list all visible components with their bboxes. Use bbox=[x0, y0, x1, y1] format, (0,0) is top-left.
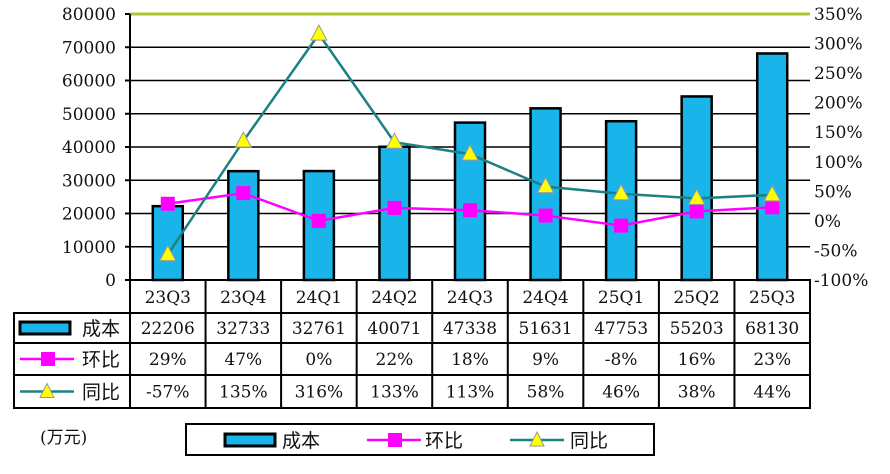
category-label: 25Q1 bbox=[598, 288, 644, 308]
table-key-bar-icon bbox=[18, 320, 72, 336]
table-series-label: 成本 bbox=[82, 318, 120, 340]
bar-25Q3 bbox=[755, 52, 789, 282]
category-label: 24Q1 bbox=[296, 288, 342, 308]
bar-23Q4 bbox=[227, 169, 260, 282]
left-tick-label: 10000 bbox=[62, 238, 116, 258]
category-label: 23Q3 bbox=[145, 288, 191, 308]
right-tick-label: 150% bbox=[814, 123, 863, 143]
marker-triangle bbox=[461, 144, 479, 161]
table-cell: 38% bbox=[678, 383, 716, 403]
bar-25Q1 bbox=[604, 119, 638, 282]
marker-triangle bbox=[158, 244, 177, 262]
table-cell: 44% bbox=[753, 383, 791, 403]
table-cell: 58% bbox=[527, 383, 565, 403]
marker-square bbox=[387, 200, 402, 215]
table-cell: -8% bbox=[605, 350, 638, 370]
table-cell: 18% bbox=[451, 350, 489, 370]
left-tick-label: 70000 bbox=[62, 38, 116, 58]
legend-label: 环比 bbox=[425, 430, 463, 452]
marker-square bbox=[689, 204, 704, 219]
marker-square bbox=[311, 213, 326, 228]
marker-square bbox=[160, 196, 175, 211]
legend-bar-icon bbox=[223, 432, 277, 448]
table-key-square-icon bbox=[41, 352, 55, 366]
right-tick-label: 250% bbox=[814, 64, 863, 84]
marker-square bbox=[538, 208, 553, 223]
table-cell: 47% bbox=[224, 350, 262, 370]
left-tick-label: 40000 bbox=[62, 138, 116, 158]
marker-triangle bbox=[687, 188, 706, 205]
marker-triangle bbox=[536, 176, 555, 194]
table-cell: 32733 bbox=[216, 319, 270, 339]
marker-triangle bbox=[763, 184, 782, 202]
table-cell: 68130 bbox=[745, 319, 799, 339]
table-cell: 29% bbox=[149, 350, 187, 370]
right-tick-label: 50% bbox=[814, 182, 852, 202]
table-cell: 47753 bbox=[594, 319, 648, 339]
table-cell: 22% bbox=[376, 350, 414, 370]
right-tick-label: 350% bbox=[814, 5, 863, 25]
legend-triangle-icon bbox=[529, 430, 545, 447]
left-tick-label: 80000 bbox=[62, 5, 116, 25]
right-tick-label: 100% bbox=[814, 153, 863, 173]
table-cell: 32761 bbox=[292, 319, 346, 339]
table-cell: 133% bbox=[370, 383, 419, 403]
legend-label: 成本 bbox=[282, 430, 320, 452]
table-cell: 9% bbox=[532, 350, 559, 370]
bar-25Q2 bbox=[680, 95, 713, 282]
bar-24Q4 bbox=[529, 107, 562, 282]
legend-label: 同比 bbox=[570, 430, 608, 452]
table-cell: 22206 bbox=[141, 319, 195, 339]
legend-square-icon bbox=[388, 433, 402, 447]
marker-square bbox=[236, 186, 251, 201]
table-series-label: 同比 bbox=[82, 382, 120, 404]
table-cell: 16% bbox=[678, 350, 716, 370]
marker-square bbox=[765, 200, 780, 215]
table-cell: 316% bbox=[295, 383, 344, 403]
table-cell: 51631 bbox=[519, 319, 573, 339]
marker-square bbox=[463, 203, 477, 218]
marker-triangle bbox=[234, 131, 253, 148]
right-tick-label: 0% bbox=[814, 212, 841, 232]
right-tick-label: -100% bbox=[814, 271, 868, 291]
marker-square bbox=[614, 218, 629, 233]
table-cell: 0% bbox=[305, 350, 332, 370]
table-cell: 135% bbox=[219, 383, 268, 403]
marker-triangle bbox=[612, 183, 630, 201]
marker-triangle bbox=[385, 132, 404, 149]
table-cell: -57% bbox=[146, 383, 190, 403]
category-label: 25Q2 bbox=[673, 288, 719, 308]
left-tick-label: 50000 bbox=[62, 105, 116, 125]
right-tick-label: 300% bbox=[814, 35, 863, 55]
left-tick-label: 30000 bbox=[62, 171, 116, 191]
category-label: 24Q2 bbox=[371, 288, 417, 308]
table-cell: 23% bbox=[753, 350, 791, 370]
table-cell: 55203 bbox=[670, 319, 724, 339]
right-tick-label: 200% bbox=[814, 94, 863, 114]
left-tick-label: 60000 bbox=[62, 72, 116, 92]
table-series-label: 环比 bbox=[82, 349, 120, 371]
category-label: 23Q4 bbox=[220, 288, 266, 308]
left-tick-label: 20000 bbox=[62, 205, 116, 225]
bar-23Q3 bbox=[151, 204, 185, 282]
right-tick-label: -50% bbox=[814, 241, 858, 261]
table-cell: 40071 bbox=[367, 319, 421, 339]
category-label: 24Q3 bbox=[447, 288, 493, 308]
unit-label: (万元) bbox=[40, 428, 87, 448]
category-label: 25Q3 bbox=[749, 288, 795, 308]
category-label: 24Q4 bbox=[522, 288, 568, 308]
table-cell: 47338 bbox=[443, 319, 497, 339]
table-cell: 46% bbox=[602, 383, 640, 403]
table-key-triangle-icon bbox=[39, 382, 55, 398]
left-tick-label: 0 bbox=[105, 271, 116, 291]
table-cell: 113% bbox=[446, 383, 495, 403]
marker-triangle bbox=[310, 24, 328, 41]
